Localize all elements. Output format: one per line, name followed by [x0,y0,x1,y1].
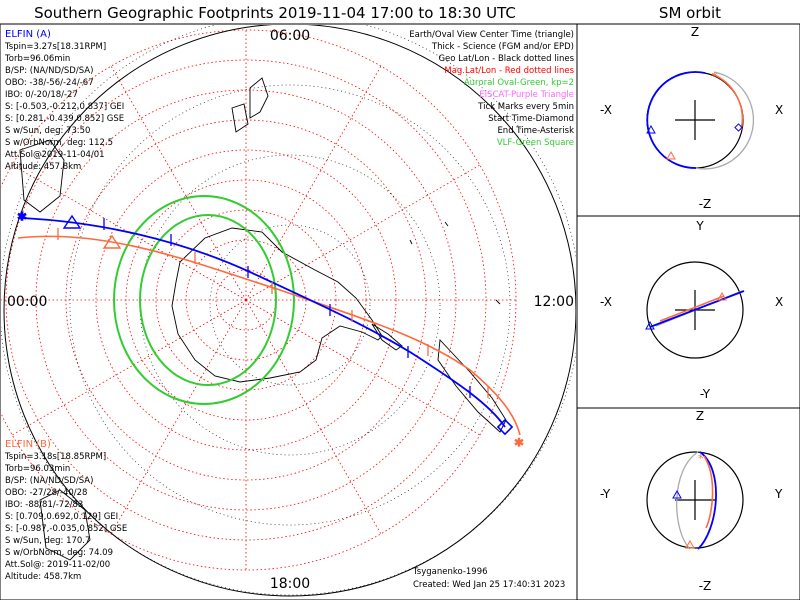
elfin-a-start-diamond [496,418,514,436]
legend-item: End Time-Asterisk [497,126,574,136]
elfin-a-line: S w/OrbNorm, deg: 112.5 [5,138,113,148]
orbit-a-track [646,71,706,169]
sm-panel-xz: * Z -Z -X X [600,25,783,211]
orbit-b-triangle [685,539,695,549]
orbit-b-asterisk: * [712,70,718,83]
footer-created: Created: Wed Jan 25 17:40:31 2023 [413,580,565,590]
elfin-b-line: Att.Sol@: 2019-11-02/00 [5,560,110,570]
sm-panel-yz-frame [576,407,800,600]
orbit-b-track [659,295,725,322]
elfin-b-line: Torb=96.03min [4,464,70,474]
elfin-b-track: * [17,234,524,455]
legend-item: Earth/Oval View Center Time (triangle) [409,30,574,40]
legend: Earth/Oval View Center Time (triangle) T… [409,30,574,148]
orbit-a-track [649,290,745,328]
elfin-a-line: Torb=96.06min [4,54,70,64]
legend-item: Thick - Science (FGM and/or EPD) [431,42,574,52]
elfin-a-line: S: [0.281,-0.439,0.852] GSE [5,114,124,124]
elfin-b-center-triangle [102,234,122,249]
elfin-b-ticks [57,228,489,398]
axis-label-top: Z [696,409,704,423]
legend-item: Mag Lat/Lon - Red dotted lines [444,66,574,76]
clock-label-bottom: 18:00 [270,576,310,592]
orbit-a-triangle [672,489,682,499]
elfin-b-end-asterisk: * [515,435,523,454]
axis-label-right: X [775,295,783,309]
elfin-a-line: S w/Sun, deg: 73.50 [5,126,90,136]
geo-grid [1,25,576,596]
elfin-a-ticks [103,218,471,398]
footer-author: Tsyganenko-1996 [412,567,488,577]
legend-item: Start Time-Diamond [488,114,574,124]
sm-orbit-panels: * Z -Z -X X Y -Y -X X [576,23,800,600]
elfin-b-line: S: [-0.987,-0.035,0.852] GSE [5,524,127,534]
orbit-b-track [711,73,744,131]
elfin-a-name: ELFIN (A) [5,29,51,40]
figure-title: Southern Geographic Footprints 2019-11-0… [34,4,516,22]
axis-label-top: Y [695,219,704,233]
axis-label-bottom: -Z [699,197,712,211]
sm-orbit-title: SM orbit [659,4,721,22]
axis-label-bottom: -Z [699,579,712,593]
axis-label-left: -X [600,295,612,309]
elfin-a-line: S: [-0.503,-0.212,0.837] GEI [5,102,124,112]
axis-label-top: Z [691,25,699,39]
elfin-a-end-asterisk: * [18,209,26,228]
legend-item: EISCAT-Purple Triangle [479,90,574,100]
coastlines [19,77,507,561]
elfin-b-line: S w/OrbNorm, deg: 74.09 [5,548,113,558]
legend-item: Auroral Oval-Green, kp=2 [464,78,574,88]
elfin-a-track: * [17,208,514,436]
clock-label-top: 06:00 [270,28,310,44]
orbit-a-triangle [646,124,656,134]
polar-map: * * [0,23,578,600]
legend-item: Geo Lat/Lon - Black dotted lines [438,54,574,64]
earth-circle [646,261,744,359]
orbit-b-triangle [666,150,676,160]
clock-labels: 06:00 00:00 12:00 18:00 [7,28,574,592]
auroral-oval [113,195,295,405]
clock-label-right: 12:00 [534,294,574,310]
orbit-b-track [703,455,714,529]
elfin-a-line: IBO: 0/-20/18/-27 [5,90,78,100]
axis-label-right: Y [774,487,783,501]
orbit-a-track [697,451,717,550]
map-frame [0,23,578,600]
elfin-a-center-triangle [62,214,82,229]
sm-panel-yz: * Z -Z -Y Y [600,409,783,593]
orbit-b-triangle [717,291,727,301]
orbit-a-triangle [645,320,655,330]
elfin-b-line: Altitude: 458.7km [5,572,81,582]
axis-label-bottom: -Y [700,387,711,401]
axis-label-left: -X [600,103,612,117]
axis-label-left: -Y [600,487,611,501]
elfin-b-name: ELFIN (B) [5,439,51,450]
clock-label-left: 00:00 [7,294,47,310]
elfin-b-line: S: [0.709,0.692,0.129] GEI [5,512,118,522]
elfin-a-line: OBO: -38/-56/-24/-67 [5,78,94,88]
orbit-b-asterisk: * [698,452,704,465]
orbit-b-gray [676,451,699,550]
elfin-a-line: Att.Sol@2019-11-04/01 [5,150,105,160]
orbit-a-diamond [734,123,743,132]
elfin-b-line: S w/Sun, deg: 170.7 [5,536,90,546]
horizon-circle [3,25,576,597]
elfin-b-line: OBO: -27/28/-40/28 [5,488,87,498]
earth-circle [646,451,744,549]
footer: Tsyganenko-1996 Created: Wed Jan 25 17:4… [412,567,565,590]
elfin-a-line: B/SP: (NA/ND/SD/SA) [5,66,93,76]
elfin-b-line: IBO: -88/81/-72/83 [5,500,83,510]
axis-label-right: X [775,103,783,117]
elfin-a-info: ELFIN (A) Tspin=3.27s[18.31RPM] Torb=96.… [4,29,124,172]
sm-panel-xy: Y -Y -X X [600,219,783,401]
legend-item: VLF-Green Square [497,138,574,148]
elfin-b-info: ELFIN (B) Tspin=3.18s[18.85RPM] Torb=96.… [4,439,127,582]
elfin-a-line: Tspin=3.27s[18.31RPM] [4,42,106,52]
orbit-b [694,71,755,170]
legend-item: Tick Marks every 5min [477,102,574,112]
elfin-b-line: Tspin=3.18s[18.85RPM] [4,452,106,462]
elfin-a-line: Altitude: 457.8km [5,162,81,172]
elfin-b-line: B/SP: (NA/ND/SD/SA) [5,476,93,486]
